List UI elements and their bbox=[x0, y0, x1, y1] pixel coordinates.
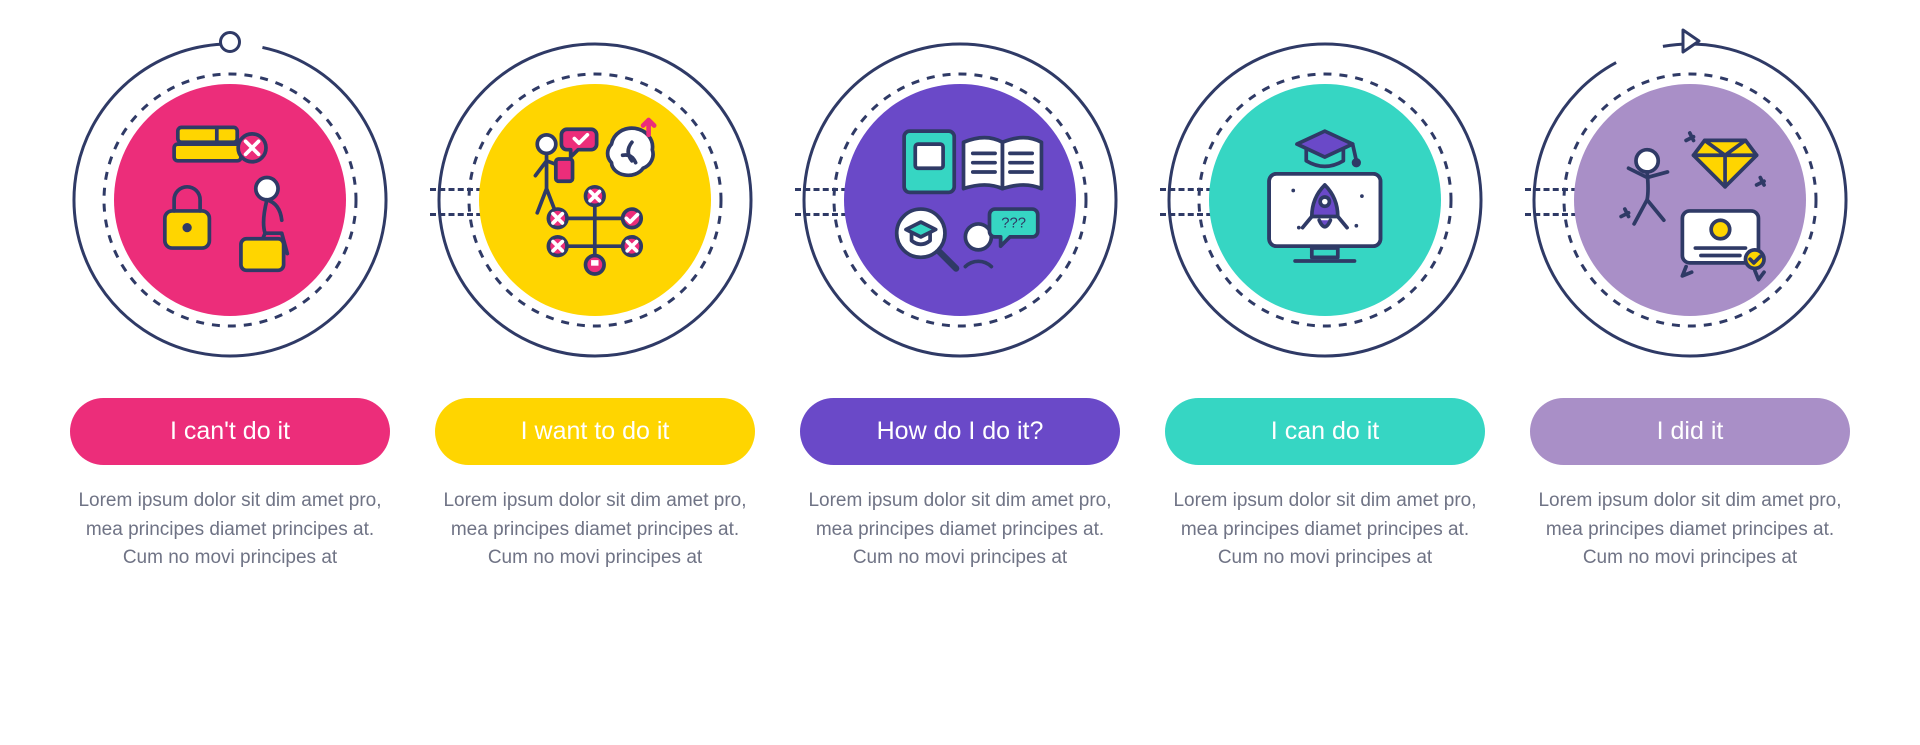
step-5-circle bbox=[1530, 40, 1850, 360]
infographic-stage: I can't do it Lorem ipsum dolor sit dim … bbox=[60, 40, 1860, 705]
step-4-circle bbox=[1165, 40, 1485, 360]
step-3-desc: Lorem ipsum dolor sit dim amet pro, mea … bbox=[800, 487, 1120, 573]
steps-row: I can't do it Lorem ipsum dolor sit dim … bbox=[60, 40, 1860, 573]
brain-decision-tree-icon bbox=[479, 84, 711, 316]
start-dot bbox=[219, 31, 241, 53]
step-4-desc: Lorem ipsum dolor sit dim amet pro, mea … bbox=[1165, 487, 1485, 573]
end-arrow-icon bbox=[1675, 26, 1705, 56]
svg-text:???: ??? bbox=[1001, 216, 1026, 232]
computer-rocket-gradcap-icon bbox=[1209, 84, 1441, 316]
step-1-circle bbox=[70, 40, 390, 360]
step-5-label-pill: I did it bbox=[1530, 398, 1850, 465]
step-1-desc: Lorem ipsum dolor sit dim amet pro, mea … bbox=[70, 487, 390, 573]
step-1: I can't do it Lorem ipsum dolor sit dim … bbox=[60, 40, 400, 573]
step-5: I did it Lorem ipsum dolor sit dim amet … bbox=[1520, 40, 1860, 573]
search-books-questions-icon: ??? bbox=[844, 84, 1076, 316]
stuck-person-books-lock-icon bbox=[114, 84, 346, 316]
celebrate-diamond-certificate-icon bbox=[1574, 84, 1806, 316]
step-2-circle bbox=[435, 40, 755, 360]
step-4-label-pill: I can do it bbox=[1165, 398, 1485, 465]
step-2-label-pill: I want to do it bbox=[435, 398, 755, 465]
step-3: ??? How do I do it? Lorem ipsum dolor si… bbox=[790, 40, 1130, 573]
step-1-label-pill: I can't do it bbox=[70, 398, 390, 465]
step-4: I can do it Lorem ipsum dolor sit dim am… bbox=[1155, 40, 1495, 573]
step-2-desc: Lorem ipsum dolor sit dim amet pro, mea … bbox=[435, 487, 755, 573]
step-5-desc: Lorem ipsum dolor sit dim amet pro, mea … bbox=[1530, 487, 1850, 573]
step-3-circle: ??? bbox=[800, 40, 1120, 360]
step-2: I want to do it Lorem ipsum dolor sit di… bbox=[425, 40, 765, 573]
step-3-label-pill: How do I do it? bbox=[800, 398, 1120, 465]
